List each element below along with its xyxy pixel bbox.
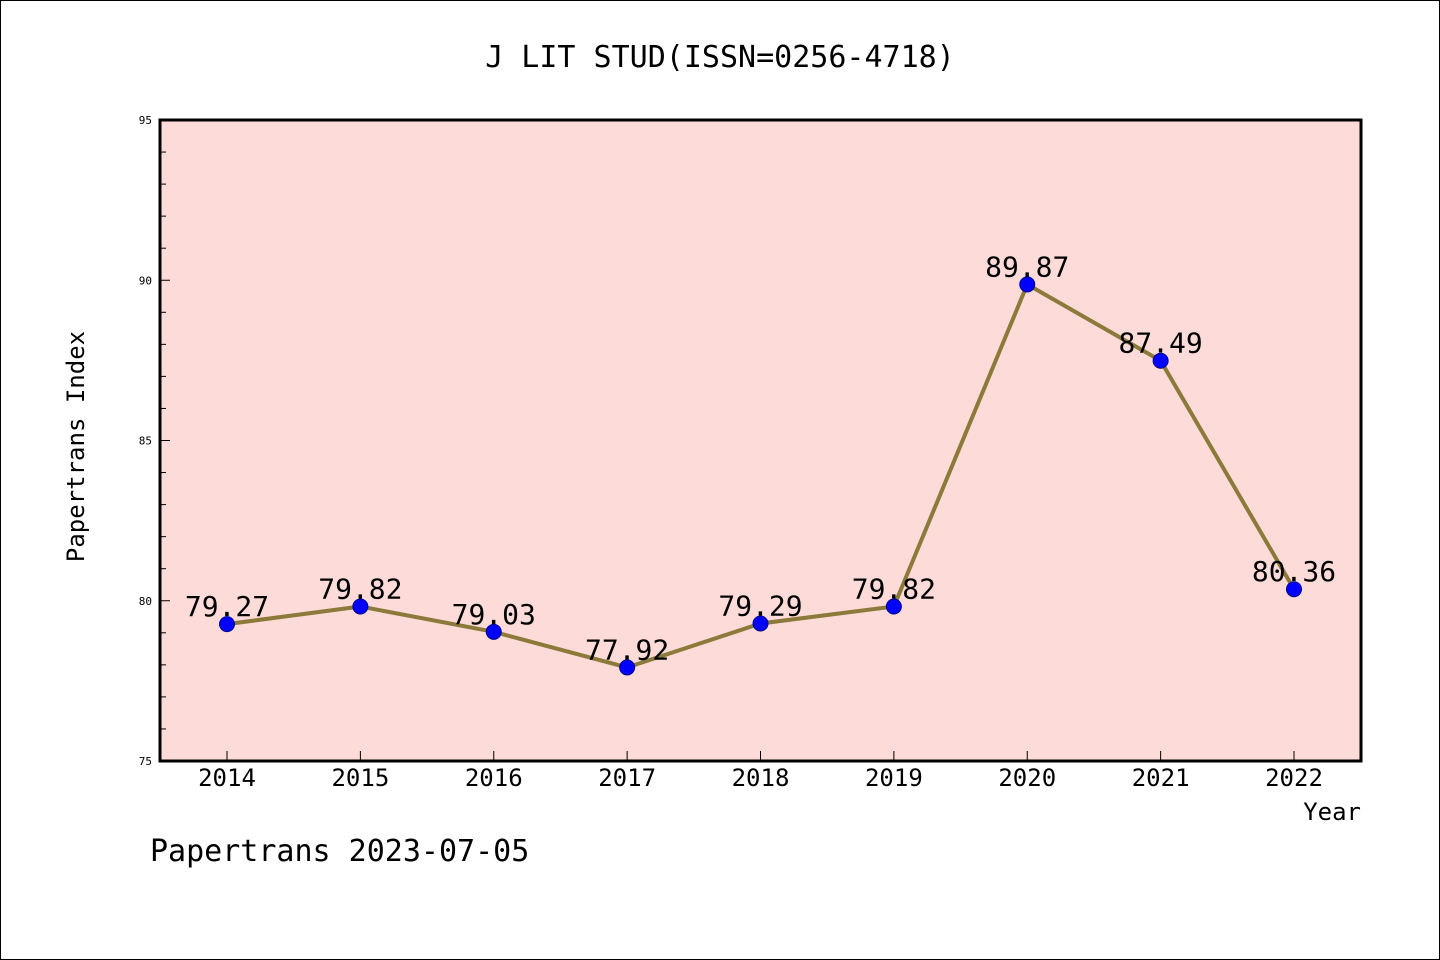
data-label: 77.92 — [585, 633, 669, 666]
y-tick-label: 80 — [139, 595, 152, 608]
data-point — [485, 623, 502, 640]
x-tick-label: 2017 — [598, 764, 656, 792]
y-tick-label: 95 — [139, 114, 152, 127]
data-point — [219, 616, 235, 633]
data-point — [885, 598, 902, 615]
x-tick-label: 2015 — [331, 764, 389, 792]
data-label: 79.27 — [185, 590, 269, 623]
data-point — [1152, 352, 1169, 369]
data-label: 87.49 — [1118, 327, 1202, 360]
data-point — [352, 598, 369, 615]
x-tick-label: 2021 — [1132, 764, 1190, 792]
data-point — [1286, 581, 1302, 598]
data-label: 79.03 — [452, 598, 536, 631]
data-label: 89.87 — [985, 250, 1069, 283]
y-tick-label: 85 — [139, 435, 152, 448]
y-tick-label: 75 — [139, 755, 152, 768]
data-label: 79.29 — [718, 590, 802, 623]
chart-title: J LIT STUD(ISSN=0256-4718) — [485, 40, 955, 75]
x-tick-label: 2020 — [998, 764, 1056, 792]
data-label: 79.82 — [852, 573, 936, 606]
footer-text: Papertrans 2023-07-05 — [150, 834, 530, 869]
x-tick-label: 2022 — [1265, 764, 1323, 792]
data-point — [1019, 276, 1036, 293]
plot-area — [158, 118, 1363, 763]
x-tick-label: 2019 — [865, 764, 923, 792]
x-tick-label: 2014 — [198, 764, 256, 792]
x-axis-label: Year — [1303, 798, 1361, 826]
data-point — [619, 659, 636, 676]
y-axis-label: Papertrans Index — [62, 331, 90, 562]
data-label: 80.36 — [1252, 555, 1336, 588]
data-label: 79.82 — [318, 573, 402, 606]
data-point — [752, 615, 769, 632]
x-tick-label: 2018 — [732, 764, 790, 792]
x-tick-label: 2016 — [465, 764, 523, 792]
y-tick-label: 90 — [139, 274, 152, 287]
